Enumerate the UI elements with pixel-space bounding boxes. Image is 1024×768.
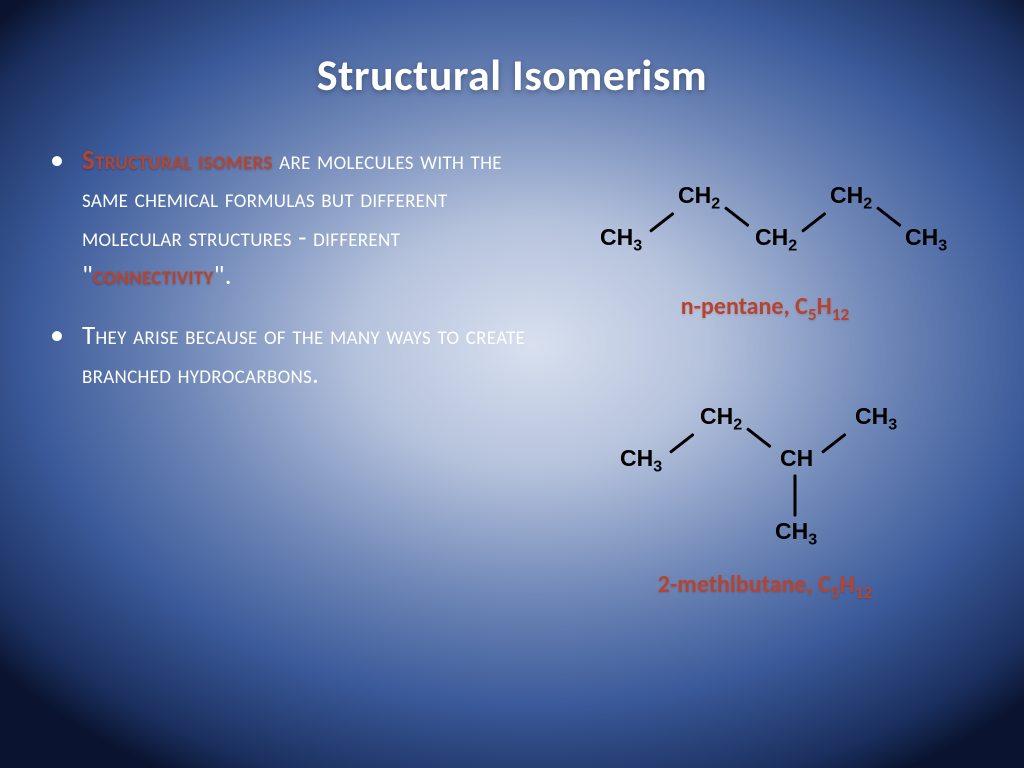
pentane-g3: CH2 <box>755 224 797 256</box>
mb-g4: CH3 <box>855 403 897 435</box>
bond <box>801 212 826 233</box>
diagrams: CH2 CH2 CH3 CH2 CH3 n-pentane, C5H12 CH2… <box>540 142 960 603</box>
methylbutane-label: 2-methlbutane, C5H12 <box>570 570 960 603</box>
molecule-methylbutane: CH2 CH3 CH3 CH CH3 <box>570 403 960 558</box>
content-area: • Structural isomers are molecules with … <box>0 102 1024 603</box>
bullet-1-text: Structural isomers are molecules with th… <box>82 142 540 295</box>
bullet-dot-icon: • <box>50 142 64 295</box>
pentane-g5: CH3 <box>905 224 947 256</box>
bond <box>794 474 797 516</box>
bullet-1-part2: ". <box>214 259 232 292</box>
bond <box>821 433 846 454</box>
molecule-pentane: CH2 CH2 CH3 CH2 CH3 <box>570 182 960 272</box>
bullet-dot-icon: • <box>50 317 64 394</box>
pentane-g4: CH2 <box>830 182 872 214</box>
mb-g3: CH <box>780 445 813 472</box>
slide-title: Structural Isomerism <box>0 0 1024 102</box>
bullet-1-emph2: connectivity <box>93 259 214 292</box>
bullet-2-text: They arise because of the many ways to c… <box>82 317 540 394</box>
mb-g5: CH3 <box>775 518 817 550</box>
bullet-list: • Structural isomers are molecules with … <box>50 142 540 603</box>
mb-g1: CH3 <box>620 445 662 477</box>
bullet-1: • Structural isomers are molecules with … <box>50 142 540 295</box>
bond <box>876 206 901 227</box>
bond <box>669 433 694 454</box>
pentane-label: n-pentane, C5H12 <box>570 292 960 325</box>
bullet-1-emph1: Structural isomers <box>82 144 273 177</box>
bond <box>649 212 674 233</box>
pentane-g1: CH3 <box>600 224 642 256</box>
mb-g2: CH2 <box>700 403 742 435</box>
bond <box>746 427 771 448</box>
pentane-g2: CH2 <box>678 182 720 214</box>
bond <box>724 206 749 227</box>
bullet-2: • They arise because of the many ways to… <box>50 317 540 394</box>
